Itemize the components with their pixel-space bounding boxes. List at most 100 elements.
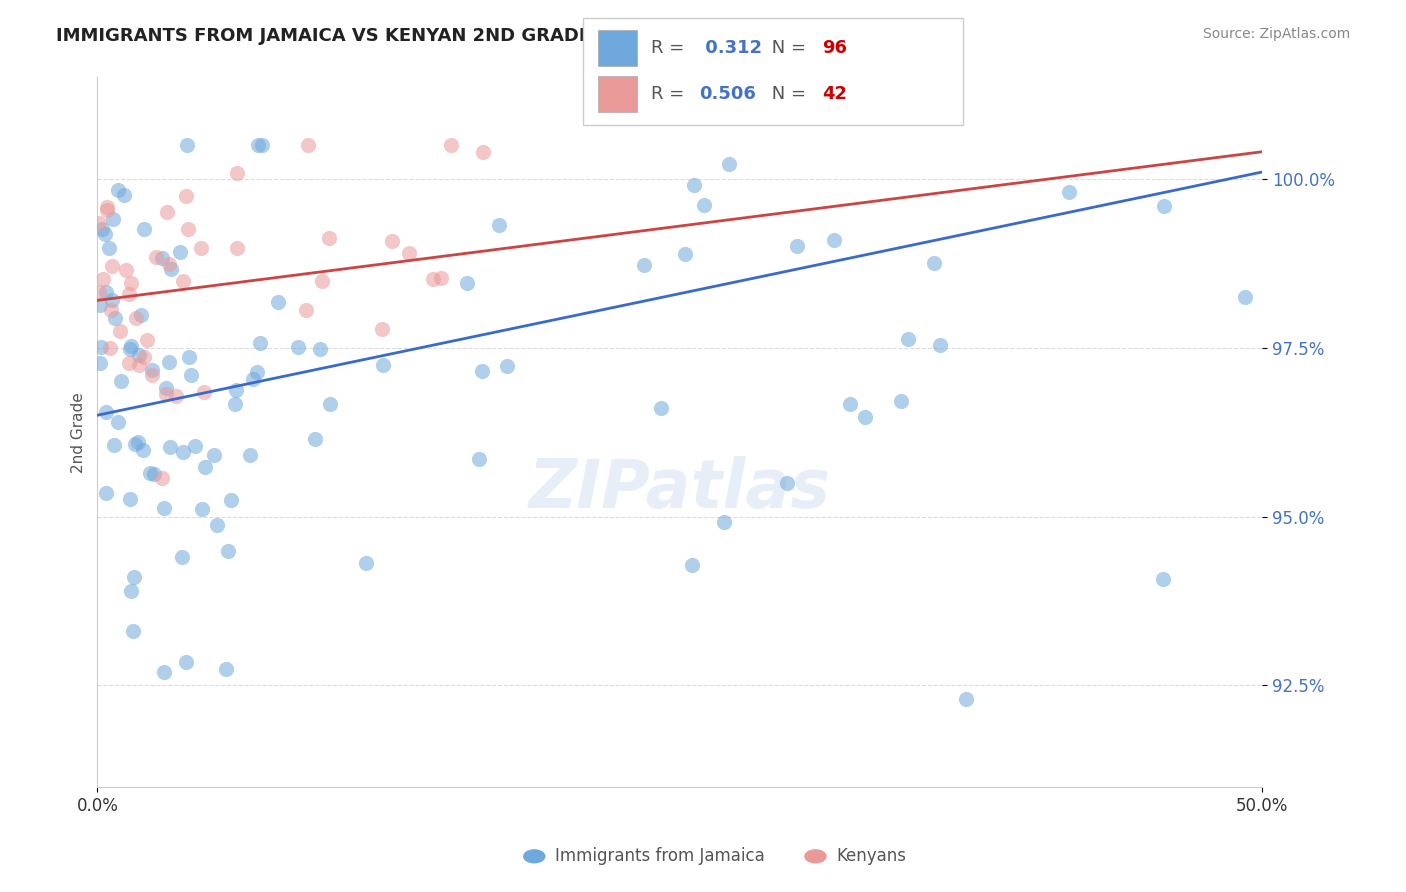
Point xyxy=(890,394,912,409)
Text: R =: R = xyxy=(651,39,690,57)
Point xyxy=(155,387,177,401)
Point xyxy=(215,661,238,675)
Point xyxy=(184,439,207,453)
Y-axis label: 2nd Grade: 2nd Grade xyxy=(72,392,86,473)
Point xyxy=(89,356,111,370)
Point xyxy=(246,138,269,153)
Text: 96: 96 xyxy=(823,39,848,57)
Point xyxy=(456,276,478,290)
Point xyxy=(165,388,187,402)
Point xyxy=(131,442,153,457)
Point xyxy=(157,355,180,369)
Point xyxy=(190,241,212,255)
Point xyxy=(472,145,495,159)
Point xyxy=(246,365,269,379)
Point xyxy=(91,272,114,286)
Point xyxy=(118,342,141,356)
Point xyxy=(853,410,876,425)
Point xyxy=(471,364,494,378)
Point xyxy=(118,491,141,506)
Point xyxy=(89,298,111,312)
Point xyxy=(157,256,180,270)
Point xyxy=(155,381,177,395)
Point xyxy=(311,275,333,289)
Point xyxy=(98,341,121,355)
Text: Kenyans: Kenyans xyxy=(837,847,907,865)
Point xyxy=(1153,199,1175,213)
Point xyxy=(141,363,163,377)
Point xyxy=(124,436,146,450)
Point xyxy=(96,486,118,500)
Point xyxy=(955,691,977,706)
Point xyxy=(356,556,378,570)
Point xyxy=(172,549,194,564)
Point xyxy=(495,359,517,374)
Point xyxy=(219,493,242,508)
Point xyxy=(90,340,112,354)
Point xyxy=(132,350,155,364)
Point xyxy=(488,218,510,232)
Point xyxy=(120,583,142,598)
Point xyxy=(1152,572,1174,586)
Point xyxy=(177,351,200,365)
Point xyxy=(108,324,131,338)
Text: N =: N = xyxy=(766,39,813,57)
Point xyxy=(128,348,150,362)
Point xyxy=(839,397,862,411)
Point xyxy=(224,397,246,411)
Point xyxy=(922,256,945,270)
Point xyxy=(897,333,920,347)
Point xyxy=(242,372,264,386)
Text: ZIPatlas: ZIPatlas xyxy=(529,456,831,522)
Point xyxy=(107,183,129,197)
Point xyxy=(468,452,491,467)
Point xyxy=(309,342,332,356)
Point xyxy=(122,570,145,584)
Point xyxy=(304,432,326,446)
Point xyxy=(122,624,145,638)
Point xyxy=(94,227,117,242)
Point xyxy=(87,285,110,299)
Point xyxy=(249,336,271,351)
Point xyxy=(172,445,194,459)
Point xyxy=(150,252,173,266)
Point xyxy=(225,383,247,397)
Point xyxy=(156,205,179,219)
Point xyxy=(1057,186,1080,200)
Point xyxy=(97,241,120,255)
Point xyxy=(96,405,118,419)
Text: 0.506: 0.506 xyxy=(699,85,755,103)
Point xyxy=(633,258,655,272)
Point xyxy=(87,216,110,230)
Text: N =: N = xyxy=(766,85,813,103)
Point xyxy=(174,656,197,670)
Point xyxy=(371,358,394,372)
Point xyxy=(118,287,141,301)
Point xyxy=(202,448,225,462)
Point xyxy=(101,212,124,227)
Point xyxy=(169,245,191,260)
Point xyxy=(153,500,176,515)
Point xyxy=(177,222,200,236)
Point xyxy=(287,340,309,354)
Point xyxy=(776,475,799,490)
Point xyxy=(225,165,247,179)
Point xyxy=(125,310,148,325)
Point xyxy=(159,440,181,454)
Point xyxy=(118,356,141,370)
Point xyxy=(174,189,197,203)
Point xyxy=(94,285,117,299)
Point xyxy=(682,178,704,193)
Point xyxy=(650,401,672,416)
Point xyxy=(90,222,112,236)
Point xyxy=(120,338,142,352)
Point xyxy=(295,302,318,317)
Point xyxy=(96,200,118,214)
Point xyxy=(217,544,239,558)
Point xyxy=(681,558,703,573)
Point xyxy=(96,203,118,218)
Text: R =: R = xyxy=(651,85,690,103)
Point xyxy=(100,303,122,318)
Point xyxy=(150,471,173,485)
Point xyxy=(194,460,217,475)
